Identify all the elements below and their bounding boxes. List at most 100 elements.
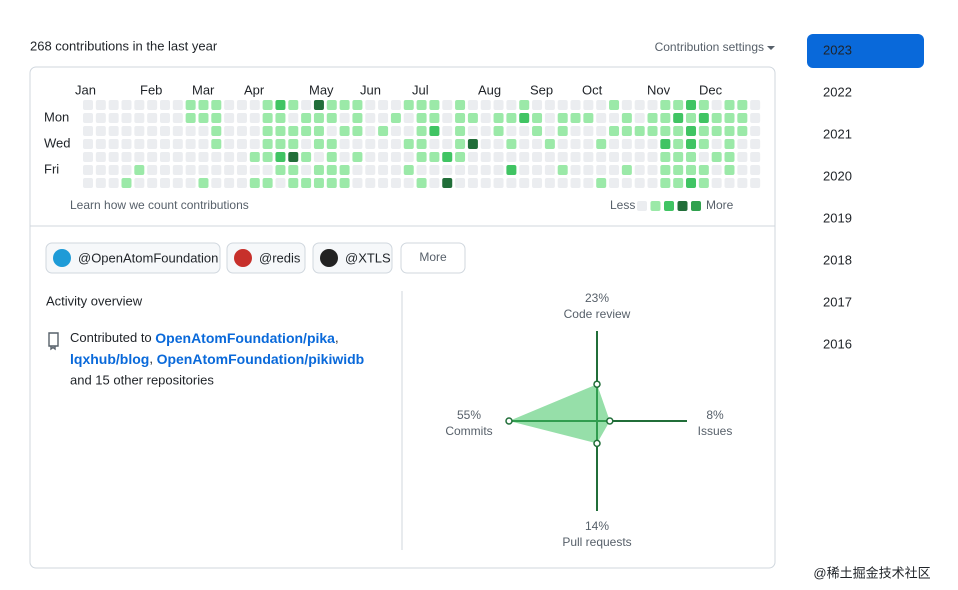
contribution-cell [403,100,414,110]
contribution-cell [570,152,581,162]
contribution-cell [583,100,594,110]
contribution-cell [95,113,106,123]
contribution-cell [365,126,376,136]
contribution-cell [378,100,389,110]
contribution-cell [634,139,645,149]
contribution-cell [301,126,312,136]
more-label[interactable]: More [419,250,447,264]
contribution-cell [493,178,504,188]
contribution-cell [378,126,389,136]
contribution-cell [673,126,684,136]
contribution-cell [95,165,106,175]
contribution-cell [108,165,119,175]
contribution-cell [467,100,478,110]
contribution-cell [313,139,324,149]
contribution-cell [313,113,324,123]
contribution-cell [596,113,607,123]
contribution-cell [647,152,658,162]
contribution-cell [83,100,93,110]
radar-name: Pull requests [562,535,631,549]
month-label: Nov [647,82,671,97]
contribution-cell [570,126,581,136]
contribution-cell [159,152,170,162]
contribution-cell [647,178,658,188]
contribution-cell [544,139,555,149]
year-button[interactable]: 2022 [823,84,852,99]
year-button[interactable]: 2017 [823,294,852,309]
contribution-cell [634,152,645,162]
year-button[interactable]: 2023 [823,42,852,57]
contribution-cell [95,100,106,110]
year-button[interactable]: 2016 [823,336,852,351]
contribution-settings[interactable]: Contribution settings [655,40,764,54]
contribution-cell [275,178,286,188]
contribution-cell [583,152,594,162]
contribution-cell [262,152,273,162]
contribution-cell [724,139,735,149]
contribution-cell [275,139,286,149]
contribution-cell [211,152,222,162]
org-name[interactable]: @redis [259,250,301,265]
more-button[interactable] [400,242,466,274]
contribution-cell [211,126,222,136]
day-label: Fri [44,161,59,176]
contribution-cell [557,165,568,175]
contribution-cell [570,100,581,110]
year-button[interactable]: 2018 [823,252,852,267]
contribution-cell [416,165,427,175]
contribution-cell [198,139,209,149]
contribution-cell [609,100,620,110]
repo-link[interactable]: OpenAtomFoundation/pika [155,330,335,346]
contribution-cell [647,139,658,149]
contribution-cell [249,139,260,149]
contribution-cell [416,152,427,162]
contribution-cell [172,165,183,175]
contribution-cell [147,126,158,136]
contribution-cell [211,165,222,175]
contribution-cell [301,139,312,149]
contribution-cell [134,152,145,162]
contribution-cell [750,178,761,188]
contribution-cell [711,139,722,149]
contribution-cell [198,165,209,175]
contribution-cell [249,113,260,123]
contribution-cell [83,152,93,162]
repo-link[interactable]: lqxhub/blog [70,351,149,367]
contribution-cell [172,139,183,149]
contribution-cell [390,139,401,149]
month-label: Dec [699,82,723,97]
contribution-cell [506,139,517,149]
contribution-cell [262,178,273,188]
contribution-cell [211,178,222,188]
contribution-cell [121,152,132,162]
learn-link[interactable]: Learn how we count contributions [70,198,249,212]
contribution-cell [339,152,350,162]
org-name[interactable]: @XTLS [345,250,391,265]
contribution-cell [390,100,401,110]
month-label: Jun [360,82,381,97]
contribution-cell [673,100,684,110]
org-name[interactable]: @OpenAtomFoundation [78,250,218,265]
contribution-cell [532,126,543,136]
contribution-cell [159,178,170,188]
year-button[interactable]: 2019 [823,210,852,225]
contribution-cell [480,126,491,136]
contribution-cell [544,126,555,136]
contribution-cell [583,139,594,149]
contribution-cell [557,126,568,136]
org-avatar [53,249,71,267]
contribution-cell [313,126,324,136]
year-button[interactable]: 2021 [823,126,852,141]
org-button[interactable] [45,242,221,274]
year-button[interactable]: 2020 [823,168,852,183]
contribution-cell [326,152,337,162]
contribution-cell [596,139,607,149]
contribution-cell [686,139,697,149]
repo-link[interactable]: OpenAtomFoundation/pikiwidb [157,351,365,367]
contribution-cell [634,126,645,136]
contribution-cell [570,165,581,175]
contribution-cell [301,100,312,110]
legend-more: More [706,198,734,212]
contribution-cell [236,139,247,149]
